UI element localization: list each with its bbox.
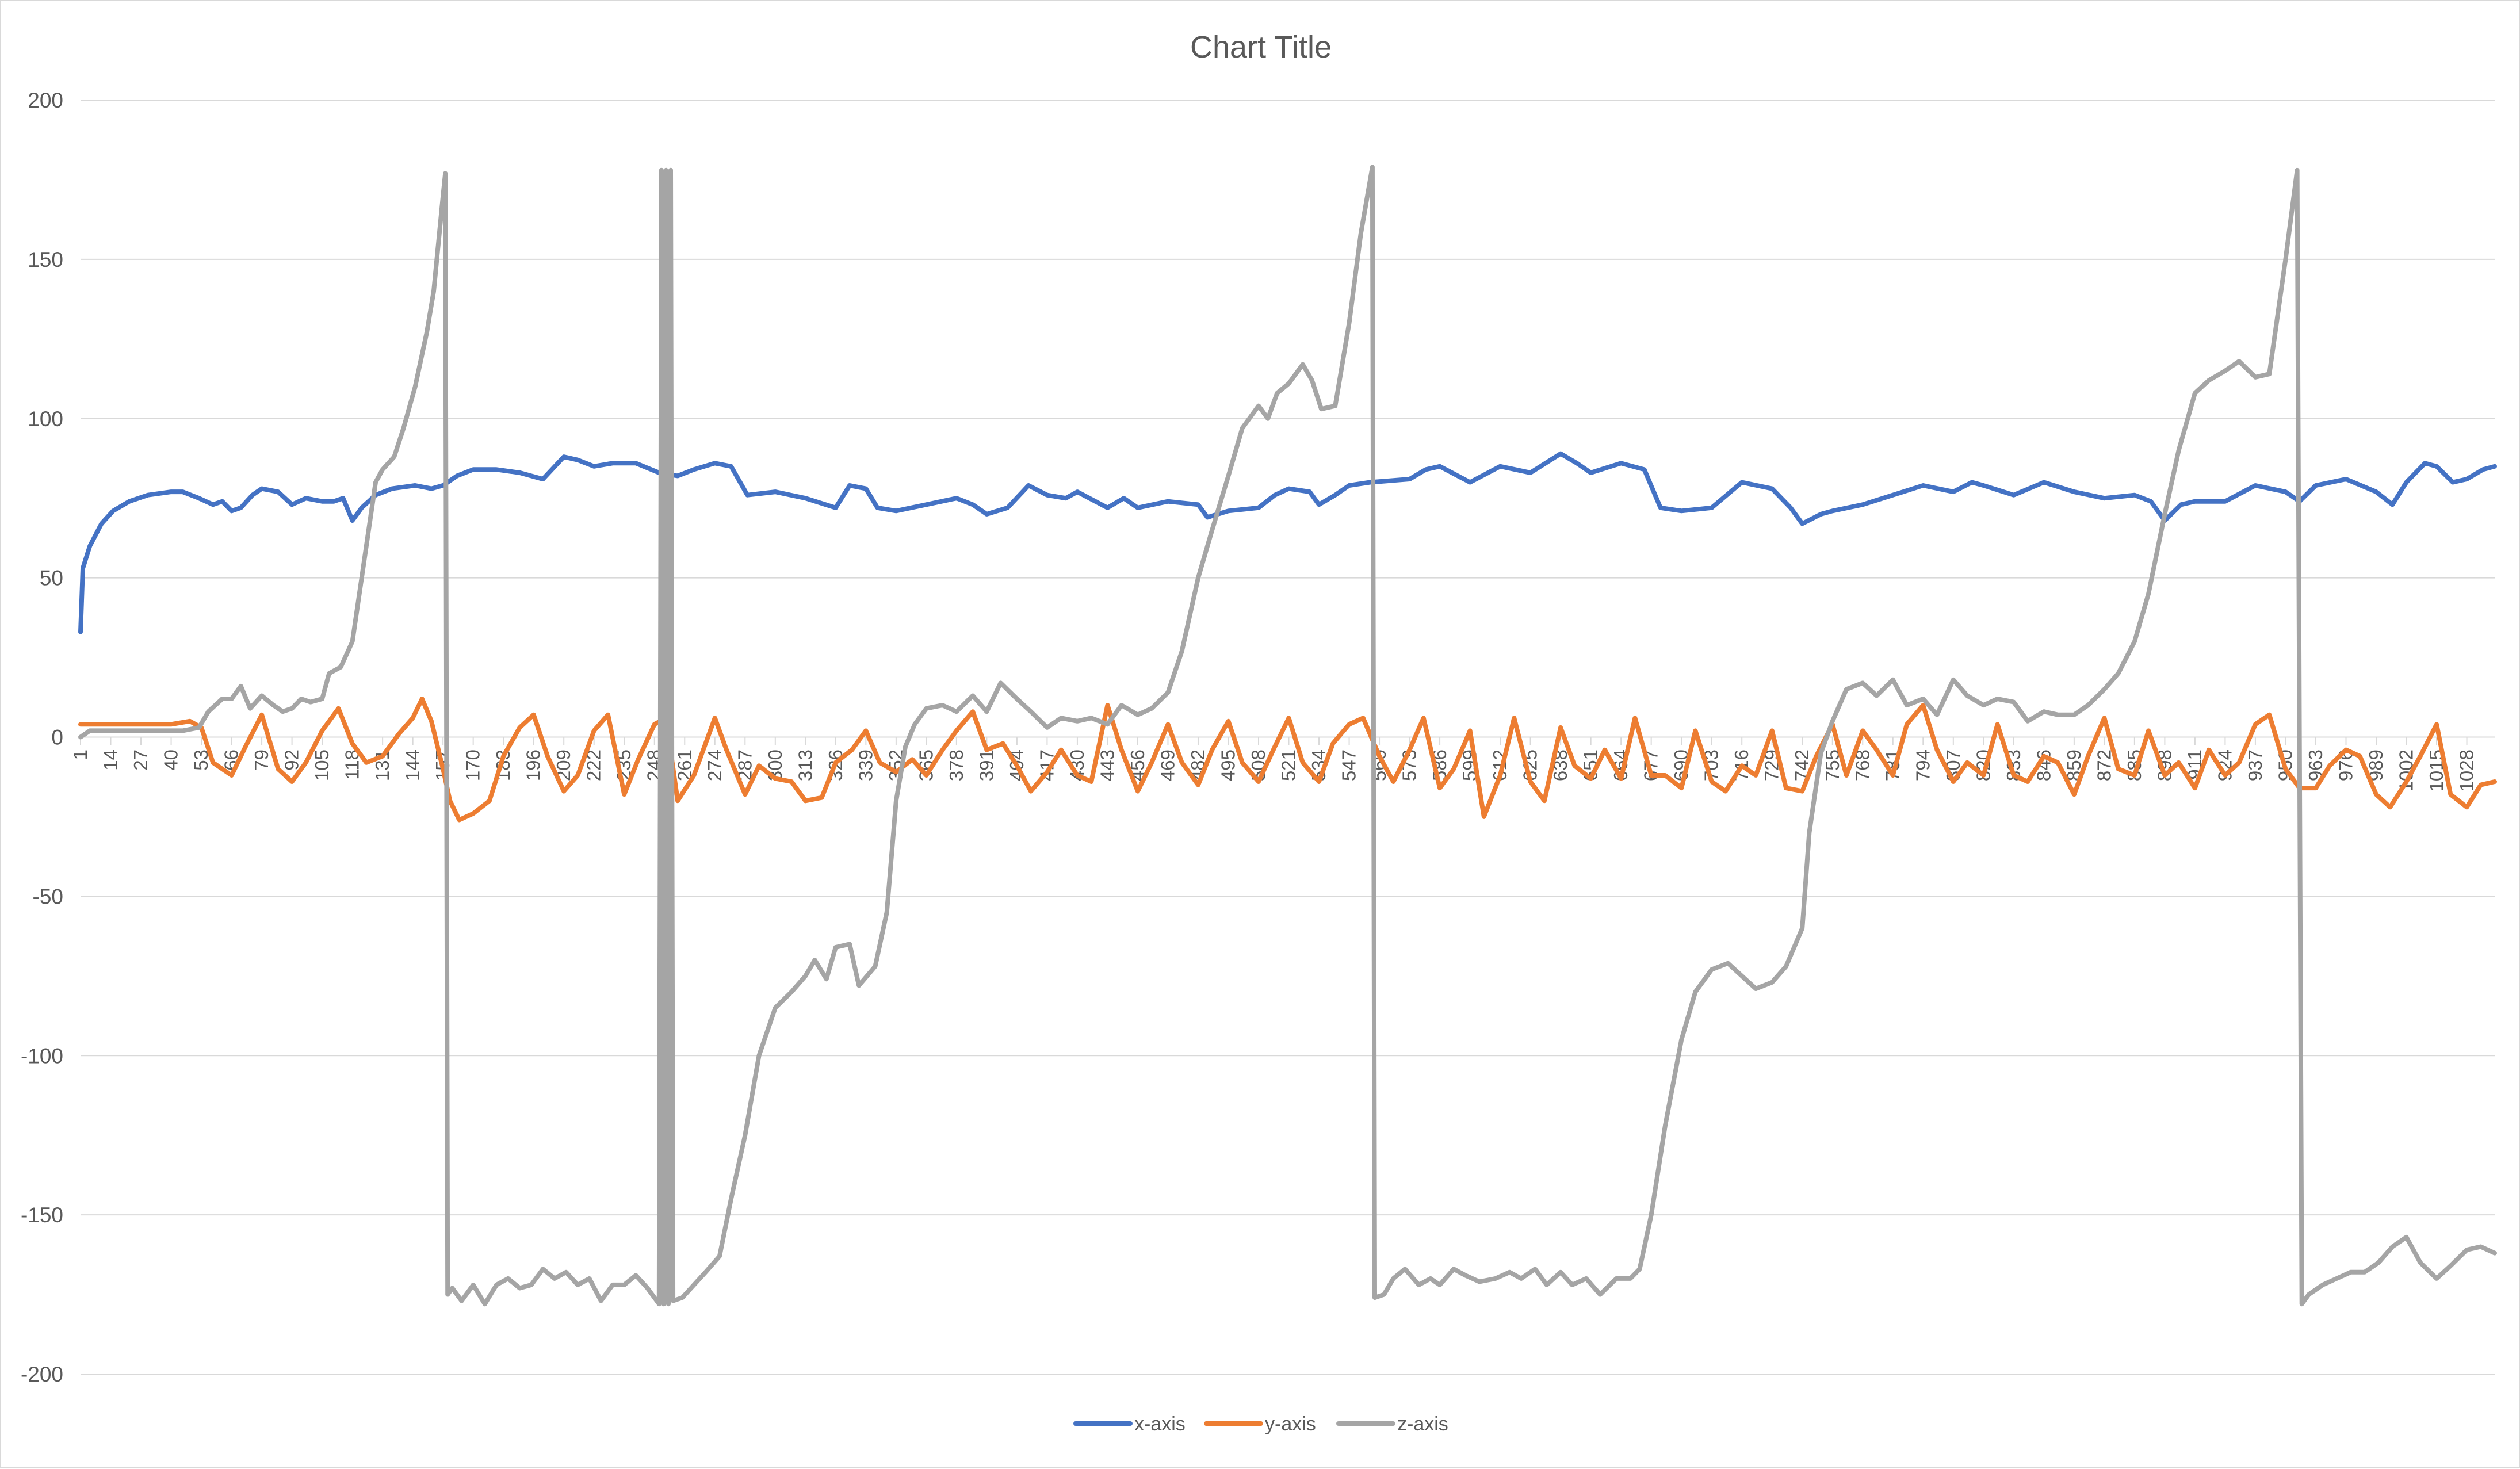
x-tick-label: 92 <box>281 749 303 771</box>
y-tick-label: 150 <box>28 248 63 271</box>
y-tick-label: -150 <box>21 1203 63 1227</box>
series-line-z-axis <box>78 165 2497 1307</box>
x-tick-label: 144 <box>402 749 423 781</box>
x-tick-label: 1 <box>70 749 91 760</box>
y-axis-ticks: 200 150 100 50 0 -50 -100 -150 -200 <box>21 89 63 1386</box>
x-tick-label: 170 <box>462 749 484 781</box>
x-tick-label: 105 <box>311 749 332 781</box>
x-tick-label: 339 <box>855 749 876 781</box>
x-tick-label: 378 <box>946 749 967 781</box>
x-tick-label: 14 <box>100 749 121 771</box>
x-tick-label: 313 <box>794 749 816 781</box>
x-tick-label: 872 <box>2093 749 2114 781</box>
y-tick-label: -200 <box>21 1363 63 1386</box>
y-tick-label: 100 <box>28 407 63 431</box>
x-tick-label: 443 <box>1096 749 1118 781</box>
x-tick-label: 391 <box>976 749 997 781</box>
x-tick-label: 521 <box>1278 749 1299 781</box>
y-tick-label: 50 <box>40 567 63 590</box>
x-tick-label: 196 <box>523 749 544 781</box>
x-tick-label: 937 <box>2244 749 2266 781</box>
x-tick-label: 27 <box>130 749 151 771</box>
x-tick-label: 547 <box>1339 749 1360 781</box>
x-tick-label: 274 <box>704 749 725 781</box>
x-tick-label: 40 <box>160 749 182 771</box>
x-tick-label: 79 <box>251 749 272 771</box>
chart-title: Chart Title <box>1190 30 1332 64</box>
x-tick-label: 417 <box>1036 749 1057 781</box>
x-tick-label: 794 <box>1912 749 1933 781</box>
legend: x-axis y-axis z-axis <box>1073 1413 1448 1435</box>
x-tick-label: 1028 <box>2456 749 2477 791</box>
series-line-x-axis <box>78 451 2497 634</box>
y-tick-label: 200 <box>28 89 63 112</box>
legend-label-x-axis: x-axis <box>1134 1413 1186 1435</box>
y-tick-label: -50 <box>33 885 63 908</box>
series-lines <box>78 165 2497 1307</box>
gridlines <box>81 100 2495 1375</box>
legend-label-y-axis: y-axis <box>1265 1413 1316 1435</box>
legend-label-z-axis: z-axis <box>1397 1413 1448 1435</box>
x-tick-label: 495 <box>1217 749 1238 781</box>
y-tick-label: -100 <box>21 1044 63 1068</box>
y-tick-label: 0 <box>51 726 63 749</box>
x-tick-label: 469 <box>1157 749 1178 781</box>
series-line-y-axis <box>78 697 2497 823</box>
